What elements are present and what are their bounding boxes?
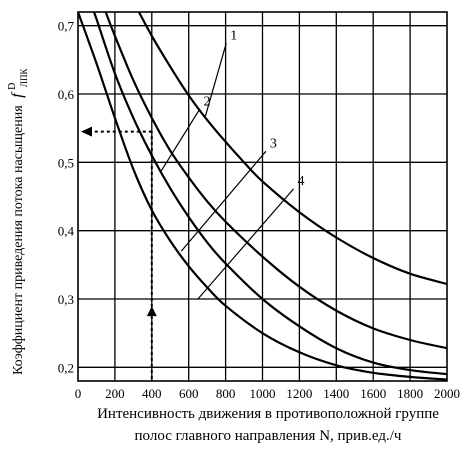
x-tick-label: 2000 <box>434 386 460 401</box>
grid <box>77 11 448 382</box>
x-tick-label: 800 <box>216 386 236 401</box>
curve-label-leader <box>160 109 200 172</box>
x-tick-label: 200 <box>105 386 125 401</box>
curve-label-leader <box>204 43 227 117</box>
curve-label-2: 2 <box>203 95 210 110</box>
y-axis-label-text: Коэффициент приведения потока насыщения <box>11 105 26 375</box>
curve-label-leader <box>197 188 295 300</box>
y-tick-label: 0,6 <box>58 87 75 102</box>
y-tick-label: 0,2 <box>58 360 74 375</box>
y-axis-label-sup: D <box>7 83 18 90</box>
curve-label-1: 1 <box>230 28 237 43</box>
tick-labels: 0 200 400 600 800 1000 1200 1400 1600 1800 2000 0,2… <box>58 19 460 401</box>
annotation-up-arrow <box>146 306 157 317</box>
y-tick-label: 0,4 <box>58 224 75 239</box>
x-axis-label-line2: полос главного направления N, прив.ед./ч <box>135 428 402 444</box>
y-tick-label: 0,3 <box>58 292 74 307</box>
y-axis-label-sub: ЛПК <box>19 68 29 88</box>
curve-labels: 1 2 3 4 <box>160 28 305 300</box>
curve-label-leader <box>180 150 267 252</box>
curve-3 <box>92 12 447 376</box>
x-axis-label-line1: Интенсивность движения в противоположной… <box>97 406 439 422</box>
x-tick-label: 1600 <box>360 386 386 401</box>
x-tick-label: 1200 <box>286 386 312 401</box>
x-tick-label: 600 <box>179 386 199 401</box>
y-axis-label: Коэффициент приведения потока насыщения … <box>4 68 29 375</box>
x-tick-label: 400 <box>142 386 162 401</box>
x-tick-label: 0 <box>75 386 82 401</box>
curve-4 <box>78 12 447 381</box>
annotation-left-arrow <box>81 126 92 137</box>
annotation <box>81 126 157 379</box>
y-tick-label: 0,7 <box>58 19 75 34</box>
curve-label-4: 4 <box>298 174 305 189</box>
curve-2 <box>104 12 447 350</box>
curve-label-3: 3 <box>270 136 277 151</box>
svg-text:Коэффициент приведения потока: Коэффициент приведения потока насыщения … <box>4 68 29 375</box>
x-tick-label: 1000 <box>250 386 276 401</box>
y-axis-label-symbol: f <box>9 91 26 98</box>
y-tick-label: 0,5 <box>58 155 74 170</box>
x-tick-label: 1400 <box>323 386 349 401</box>
x-tick-label: 1800 <box>397 386 423 401</box>
curve-1 <box>137 12 447 286</box>
